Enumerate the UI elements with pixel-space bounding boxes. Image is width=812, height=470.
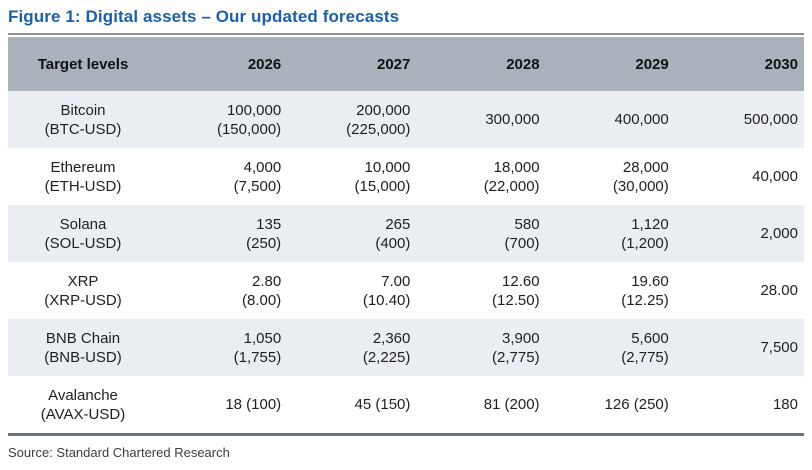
- cell-value: 28.00: [760, 282, 798, 299]
- col-header-2027: 2027: [287, 37, 417, 91]
- col-header-2030: 2030: [674, 37, 804, 91]
- header-row: Target levels 2026 2027 2028 2029 2030: [8, 37, 804, 91]
- asset-ticker: (BNB-USD): [44, 348, 122, 366]
- cell-value: 18 (100): [225, 396, 282, 413]
- title-rule: [8, 33, 804, 35]
- cell-value: 1,120: [631, 215, 669, 233]
- cell-value: 2,360: [372, 329, 411, 347]
- cell-value: 40,000: [752, 168, 798, 185]
- cell-value: 100,000: [226, 101, 282, 119]
- forecast-table: Target levels 2026 2027 2028 2029 2030 B…: [8, 37, 804, 433]
- cell-value: 12.60: [502, 272, 540, 290]
- cell-value: 4,000: [243, 158, 282, 176]
- table-row-bitcoin: Bitcoin (BTC-USD) 100,000 (150,000) 200,0…: [8, 91, 804, 148]
- cell-secondary-value: (30,000): [612, 177, 669, 195]
- cell-value: 180: [772, 396, 798, 413]
- asset-ticker: (ETH-USD): [44, 177, 122, 195]
- cell-secondary-value: (10.40): [362, 291, 411, 309]
- col-header-2029: 2029: [545, 37, 675, 91]
- cell-value: 300,000: [485, 111, 540, 128]
- cell-value: 45 (150): [354, 396, 411, 413]
- asset-ticker: (XRP-USD): [44, 291, 122, 309]
- table-row-solana: Solana (SOL-USD) 135 (250) 265 (400) 580 (7…: [8, 205, 804, 262]
- cell-secondary-value: (225,000): [346, 120, 411, 138]
- cell-value: 580: [514, 215, 540, 233]
- asset-ticker: (AVAX-USD): [40, 405, 126, 423]
- cell-value: 126 (250): [604, 396, 669, 413]
- cell-value: 28,000: [622, 158, 669, 176]
- cell-value: 265: [385, 215, 411, 233]
- table-row-avalanche: Avalanche (AVAX-USD) 18 (100) 45 (150) 8…: [8, 376, 804, 433]
- col-header-2028: 2028: [416, 37, 546, 91]
- cell-secondary-value: (700): [504, 234, 540, 252]
- asset-name: Ethereum: [50, 158, 116, 176]
- cell-secondary-value: (7,500): [233, 177, 282, 195]
- cell-secondary-value: (2,775): [492, 348, 540, 366]
- cell-value: 2.80: [251, 272, 282, 290]
- cell-value: 3,900: [502, 329, 540, 347]
- cell-secondary-value: (2,225): [362, 348, 411, 366]
- asset-name: Avalanche: [48, 386, 118, 404]
- asset-ticker: (BTC-USD): [44, 120, 122, 138]
- asset-name: Bitcoin: [60, 101, 106, 119]
- cell-value: 10,000: [364, 158, 411, 176]
- table-row-xrp: XRP (XRP-USD) 2.80 (8.00) 7.00 (10.40) 12.…: [8, 262, 804, 319]
- cell-value: 400,000: [614, 111, 669, 128]
- cell-value: 7.00: [381, 272, 411, 290]
- asset-name: Solana: [59, 215, 107, 233]
- asset-name: XRP: [67, 272, 99, 290]
- col-header-target-levels: Target levels: [8, 37, 158, 91]
- cell-secondary-value: (8.00): [242, 291, 282, 309]
- cell-value: 1,050: [243, 329, 282, 347]
- cell-secondary-value: (400): [375, 234, 411, 252]
- cell-secondary-value: (150,000): [216, 120, 282, 138]
- cell-secondary-value: (250): [246, 234, 282, 252]
- cell-value: 81 (200): [483, 396, 540, 413]
- cell-value: 135: [256, 215, 282, 233]
- cell-secondary-value: (12.50): [492, 291, 540, 309]
- cell-value: 18,000: [493, 158, 540, 176]
- cell-value: 7,500: [760, 339, 798, 356]
- cell-value: 200,000: [356, 101, 411, 119]
- table-bottom-rule: [8, 433, 804, 436]
- figure-title: Figure 1: Digital assets – Our updated f…: [8, 7, 400, 26]
- cell-value: 500,000: [743, 111, 798, 128]
- cell-secondary-value: (1,200): [621, 234, 669, 252]
- asset-ticker: (SOL-USD): [44, 234, 122, 252]
- cell-value: 2,000: [760, 225, 798, 242]
- cell-secondary-value: (15,000): [354, 177, 411, 195]
- table-row-ethereum: Ethereum (ETH-USD) 4,000 (7,500) 10,000 (1…: [8, 148, 804, 205]
- cell-secondary-value: (22,000): [483, 177, 540, 195]
- cell-secondary-value: (2,775): [621, 348, 669, 366]
- cell-value: 19.60: [631, 272, 669, 290]
- table-row-bnb-chain: BNB Chain (BNB-USD) 1,050 (1,755) 2,360 (2…: [8, 319, 804, 376]
- cell-value: 5,600: [631, 329, 669, 347]
- cell-secondary-value: (12.25): [621, 291, 669, 309]
- asset-name: BNB Chain: [45, 329, 121, 347]
- source-note: Source: Standard Chartered Research: [8, 445, 230, 460]
- col-header-2026: 2026: [158, 37, 288, 91]
- cell-secondary-value: (1,755): [233, 348, 282, 366]
